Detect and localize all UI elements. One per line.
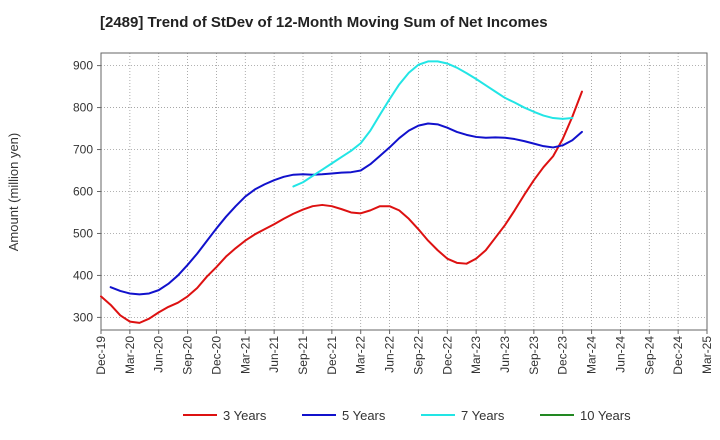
series-line-3 [292, 60, 574, 188]
legend-label-4: 10 Years [580, 408, 631, 423]
series-line-1 [100, 90, 583, 324]
x-tick-label: Dec-24 [671, 336, 685, 375]
x-tick-label: Mar-24 [585, 336, 599, 374]
x-tick-label: Dec-22 [440, 336, 454, 375]
y-tick-label: 700 [73, 143, 93, 157]
x-tick-label: Sep-23 [527, 336, 541, 375]
x-tick-labels: Dec-19 Mar-20 Jun-20 Sep-20 Dec-20 Mar-21 Jun-… [94, 330, 714, 375]
x-tick-label: Sep-21 [296, 336, 310, 375]
y-axis-label: Amount (million yen) [6, 133, 21, 252]
legend-label-1: 3 Years [223, 408, 267, 423]
x-tick-label: Jun-23 [498, 336, 512, 373]
x-tick-label: Mar-20 [123, 336, 137, 374]
x-tick-label: Mar-22 [354, 336, 368, 374]
x-tick-label: Jun-24 [613, 336, 627, 373]
x-tick-label: Sep-20 [181, 336, 195, 375]
y-tick-label: 800 [73, 101, 93, 115]
y-tick-label: 900 [73, 59, 93, 73]
y-tick-label: 500 [73, 226, 93, 240]
x-tick-label: Mar-25 [700, 336, 714, 374]
y-tick-label: 600 [73, 185, 93, 199]
series-line-2 [109, 122, 583, 296]
legend-label-2: 5 Years [342, 408, 386, 423]
x-tick-label: Sep-22 [411, 336, 425, 375]
chart-title: [2489] Trend of StDev of 12-Month Moving… [100, 14, 548, 31]
x-tick-label: Dec-23 [556, 336, 570, 375]
y-tick-label: 300 [73, 310, 93, 324]
y-tick-label: 400 [73, 268, 93, 282]
y-tick-labels: 300 400 500 600 700 800 900 [73, 59, 101, 324]
x-tick-label: Mar-21 [238, 336, 252, 374]
legend: 3 Years 5 Years 7 Years 10 Years [183, 408, 631, 423]
x-tick-label: Jun-22 [383, 336, 397, 373]
x-tick-label: Sep-24 [642, 336, 656, 375]
x-tick-label: Dec-21 [325, 336, 339, 375]
grid-layer [100, 53, 708, 330]
x-tick-label: Jun-20 [152, 336, 166, 373]
x-tick-label: Mar-23 [469, 336, 483, 374]
x-tick-label: Dec-19 [94, 336, 108, 375]
series-layer [100, 60, 583, 324]
x-tick-label: Dec-20 [209, 336, 223, 375]
x-tick-label: Jun-21 [267, 336, 281, 373]
legend-label-3: 7 Years [461, 408, 505, 423]
